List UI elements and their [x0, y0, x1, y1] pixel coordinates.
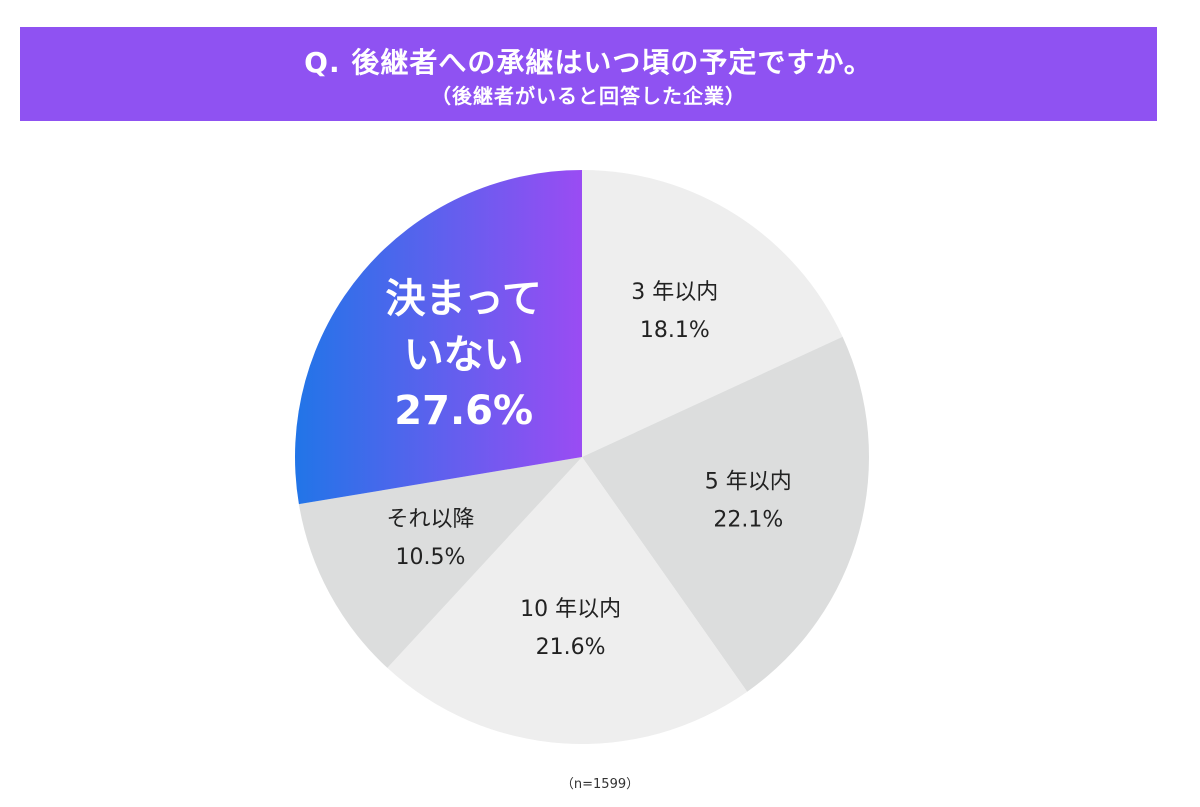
pie-slice: [387, 457, 748, 744]
slice-value-label: 21.6%: [536, 635, 606, 660]
pie-slice: [294, 170, 582, 505]
pie-slice: [298, 457, 582, 668]
slice-value-label: 10.5%: [396, 545, 466, 570]
sample-size-note: （n=1599）: [560, 777, 640, 792]
chart-title: Q. 後継者への承継はいつ頃の予定ですか。: [304, 46, 873, 79]
slice-category-label: 5 年以内: [705, 470, 792, 495]
pie-slice: [582, 336, 870, 692]
slice-category-label: それ以降: [386, 507, 474, 532]
title-banner: Q. 後継者への承継はいつ頃の予定ですか。 （後継者がいると回答した企業）: [20, 27, 1157, 121]
slice-category-label: 3 年以内: [631, 280, 718, 305]
chart-subtitle: （後継者がいると回答した企業）: [431, 84, 746, 108]
slice-category-label: 決まって: [385, 276, 541, 322]
slice-category-label: 10 年以内: [520, 597, 621, 622]
slice-value-label: 18.1%: [640, 318, 710, 343]
slice-value-label: 22.1%: [713, 508, 783, 533]
slice-category-label: いない: [404, 332, 524, 378]
slice-value-label: 27.6%: [394, 388, 533, 434]
pie-slice: [582, 170, 843, 457]
